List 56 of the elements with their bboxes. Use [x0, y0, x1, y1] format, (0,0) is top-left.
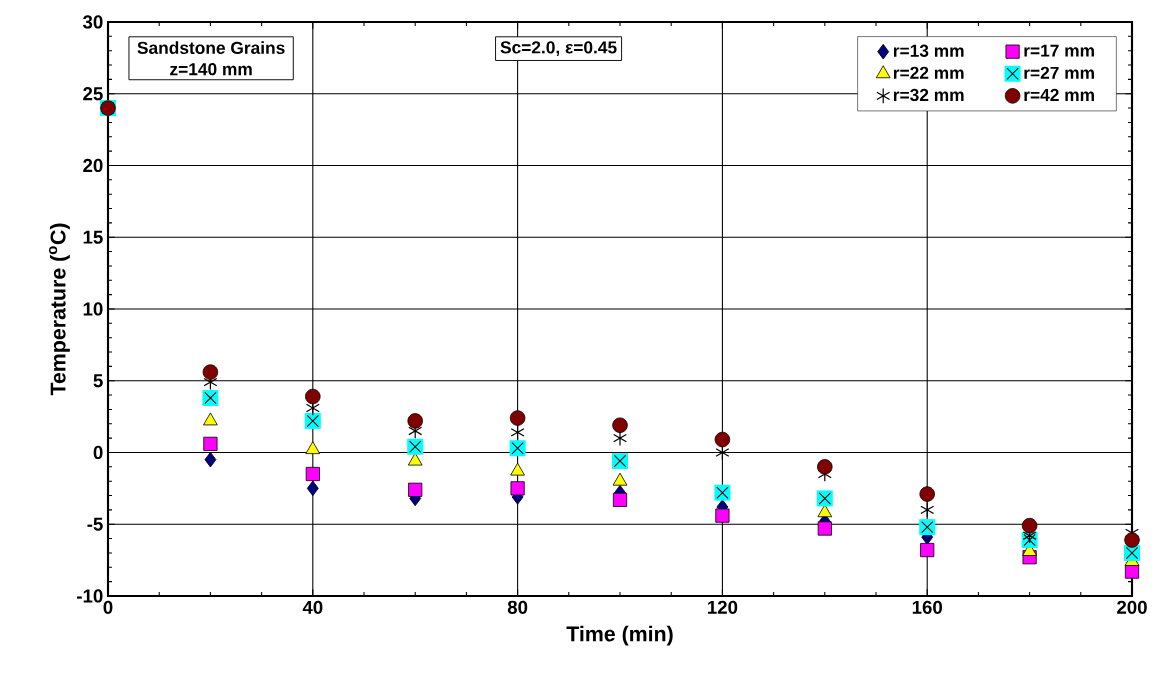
- point: [509, 410, 526, 426]
- y-tick-label: 5: [93, 374, 103, 388]
- x-tick-label: 80: [507, 600, 528, 614]
- y-tick-label: -5: [87, 517, 103, 531]
- y-tick-label: 0: [93, 445, 103, 460]
- y-tick-label: 15: [83, 230, 103, 244]
- point: [714, 431, 731, 448]
- point: [510, 481, 525, 496]
- point: [817, 504, 833, 518]
- point: [203, 436, 218, 451]
- x-axis-title: Time (min): [566, 625, 673, 646]
- annotation: z=140 mm: [170, 63, 252, 76]
- point: [305, 441, 321, 455]
- y-tick-label: 10: [83, 302, 103, 316]
- legend-label: r=22 mm: [893, 66, 964, 79]
- point: [1124, 564, 1140, 579]
- point: [1124, 532, 1140, 548]
- point: [203, 412, 218, 426]
- point: [612, 472, 628, 486]
- point: [305, 388, 321, 405]
- point: [1021, 517, 1038, 534]
- x-tick-label: 160: [912, 600, 943, 614]
- point: [510, 462, 525, 476]
- y-tick-label: 20: [83, 158, 103, 173]
- x-tick-label: 200: [1117, 600, 1147, 614]
- legend-label: r=17 mm: [1024, 44, 1094, 57]
- point: [204, 451, 217, 468]
- y-tick-label: -10: [77, 589, 103, 603]
- point: [613, 430, 627, 447]
- x-tick-label: 40: [302, 600, 323, 614]
- point: [715, 508, 730, 523]
- legend-label: r=13 mm: [893, 44, 964, 57]
- legend-label: r=27 mm: [1024, 66, 1094, 79]
- point: [612, 492, 628, 507]
- point: [306, 480, 319, 497]
- point: [920, 543, 935, 558]
- y-tick-label: 25: [83, 87, 103, 101]
- x-tick-label: 0: [103, 600, 113, 614]
- annotation: Sandstone Grains: [137, 41, 285, 54]
- point: [407, 413, 423, 429]
- point: [817, 521, 832, 536]
- point: [817, 459, 833, 475]
- legend-label: r=42 mm: [1024, 88, 1094, 101]
- y-axis-title: Temperature ($^{o}$C): [49, 223, 70, 396]
- point: [305, 466, 320, 482]
- point: [612, 417, 628, 433]
- y-tick-label: 30: [82, 15, 103, 29]
- x-tick-label: 120: [708, 600, 738, 614]
- point: [407, 452, 423, 466]
- point: [408, 482, 423, 497]
- legend-label: r=32 mm: [893, 88, 964, 102]
- point: [510, 424, 525, 441]
- point: [202, 364, 219, 380]
- point: [919, 486, 935, 502]
- annotation: Sc=2.0, ε=0.45: [500, 41, 617, 57]
- point: [920, 501, 935, 518]
